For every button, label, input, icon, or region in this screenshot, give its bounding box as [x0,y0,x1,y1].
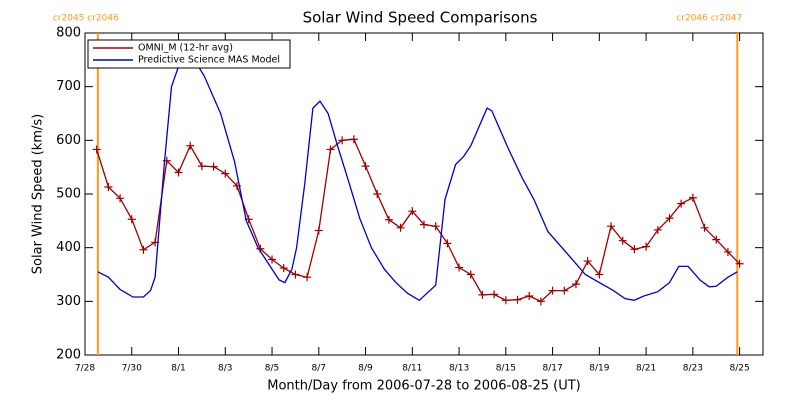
point-marker [490,290,499,299]
x-tick-label: 8/19 [589,364,609,374]
y-tick-label: 500 [56,187,81,202]
x-tick-label: 8/1 [171,364,185,374]
point-marker [712,235,721,244]
point-marker [396,223,405,232]
point-marker [642,242,651,251]
point-marker [501,296,510,305]
point-marker [595,270,604,279]
point-marker [221,169,230,178]
y-tick-label: 700 [56,79,81,94]
chart-title: Solar Wind Speed Comparisons [303,9,538,27]
x-tick-label: 8/5 [265,364,279,374]
x-tick-label: 8/9 [358,364,373,374]
point-marker [607,222,616,231]
point-marker [723,247,732,256]
x-tick-label: 8/23 [683,364,703,374]
x-tick-label: 7/30 [122,364,142,374]
point-marker [735,259,744,268]
point-marker [349,135,358,144]
x-tick-label: 8/17 [542,364,562,374]
x-tick-label: 8/13 [449,364,469,374]
point-marker [373,190,382,198]
point-marker [653,225,662,234]
point-marker [618,236,627,245]
point-marker [92,145,101,154]
point-marker [338,136,347,145]
point-marker [455,263,464,272]
point-marker [303,273,312,282]
point-marker [174,168,183,177]
point-marker [408,207,417,216]
point-marker [420,220,428,229]
point-marker [104,183,113,192]
x-tick-label: 8/11 [402,364,422,374]
y-axis-label: Solar Wind Speed (km/s) [31,114,46,274]
point-marker [630,245,639,254]
point-marker [139,245,148,254]
x-tick-label: 8/7 [312,364,326,374]
point-marker [291,270,300,279]
point-marker [384,215,393,224]
point-marker [361,162,370,171]
point-marker [700,223,709,232]
point-marker [443,239,452,248]
y-tick-label: 200 [56,348,81,363]
legend-label: OMNI_M (12-hr avg) [138,43,233,54]
x-tick-label: 8/3 [218,364,232,374]
x-tick-label: 8/25 [730,364,750,374]
point-marker [279,264,288,273]
x-tick-label: 8/15 [496,364,516,374]
point-marker [571,280,580,289]
point-marker [466,270,475,279]
point-marker [583,257,592,266]
x-tick-label: 7/28 [75,364,95,374]
point-marker [478,290,487,299]
y-tick-label: 400 [56,240,81,255]
y-tick-label: 800 [56,26,81,41]
point-marker [197,162,206,171]
y-tick-label: 300 [56,294,81,309]
x-axis-label: Month/Day from 2006-07-28 to 2006-08-25 … [267,379,580,394]
legend-box [87,39,291,69]
y-tick-label: 600 [56,133,81,148]
point-marker [513,295,522,304]
point-marker [688,193,697,202]
point-marker [186,141,195,150]
point-marker [525,291,534,300]
x-tick-label: 8/21 [636,364,656,374]
point-marker [116,194,125,203]
point-marker [536,297,545,306]
point-marker [314,226,323,235]
point-marker [560,286,569,295]
point-marker [665,214,674,223]
point-marker [127,215,136,224]
point-marker [209,162,218,171]
point-marker [268,255,277,264]
point-marker [431,222,440,231]
point-marker [548,286,557,295]
point-marker [326,145,335,154]
point-marker [677,199,686,208]
carrington-label: cr2046 cr2047 [676,14,742,24]
legend-label: Predictive Science MAS Model [138,55,280,66]
carrington-label: cr2045 cr2046 [53,14,119,24]
